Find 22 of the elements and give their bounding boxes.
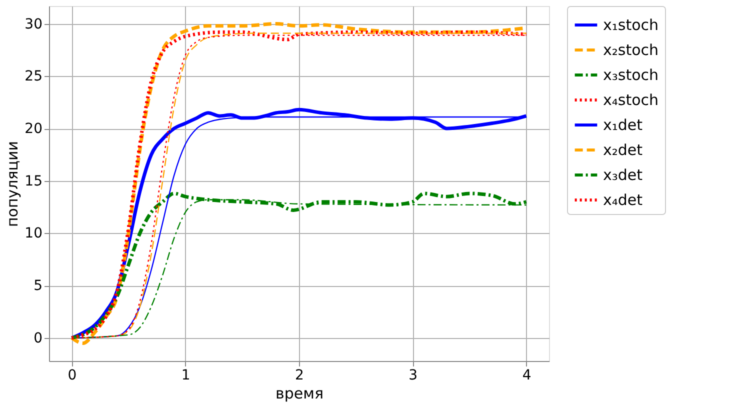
y-axis-title: популяции: [4, 141, 22, 227]
y-tick-label: 5: [34, 278, 42, 294]
legend-label: x₁stoch: [603, 16, 659, 34]
y-tick-label: 0: [34, 330, 42, 346]
x-axis-title: время: [276, 384, 324, 402]
legend-label: x₂det: [603, 141, 643, 159]
legend-label: x₃stoch: [603, 66, 659, 84]
legend-label: x₁det: [603, 116, 643, 134]
x-tick-label: 3: [408, 368, 418, 384]
y-tick-label: 25: [24, 68, 42, 85]
x-tick-label: 0: [68, 368, 77, 384]
legend-label: x₃det: [603, 166, 643, 184]
legend-label: x₂stoch: [603, 41, 659, 59]
y-tick-label: 20: [24, 121, 42, 138]
legend-label: x₄det: [603, 191, 643, 209]
x-tick-label: 2: [295, 368, 304, 384]
y-tick-label: 15: [24, 173, 42, 190]
y-tick-label: 30: [24, 16, 42, 32]
y-tick-label: 10: [24, 226, 42, 242]
legend-label: x₄stoch: [603, 91, 659, 109]
x-tick-label: 4: [522, 368, 532, 384]
x-tick-label: 1: [181, 368, 190, 384]
